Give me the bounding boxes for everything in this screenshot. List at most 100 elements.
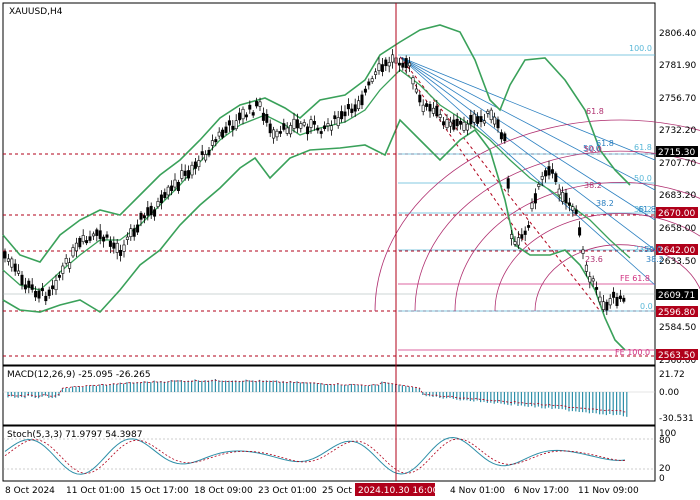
candle-body — [214, 139, 218, 143]
candle-body — [377, 63, 381, 71]
candle-body — [353, 104, 357, 112]
candle-body — [397, 62, 401, 66]
candle-body — [34, 290, 38, 298]
candle-body — [302, 122, 306, 126]
fib-fan-label: 61.8 — [596, 139, 614, 148]
stoch-main-line — [4, 436, 626, 475]
candle-body — [312, 120, 316, 125]
level-2670-label: 2670.00 — [658, 209, 695, 219]
fib-fan-label: 38.2 — [596, 199, 614, 208]
candle-body — [54, 280, 58, 291]
candle-body — [241, 108, 245, 120]
candle-body — [442, 121, 446, 126]
candle-body — [292, 118, 296, 129]
candle-body — [268, 123, 272, 134]
candle-body — [622, 297, 626, 302]
candle-body — [183, 170, 187, 176]
candle-body — [363, 88, 367, 93]
candle-body — [326, 123, 330, 127]
candle-body — [105, 234, 109, 238]
candle-body — [544, 170, 548, 177]
candle-body — [503, 133, 507, 142]
level-2715-label: 2715.30 — [658, 148, 695, 158]
macd-tick: -30.531 — [659, 414, 694, 424]
candle-body — [190, 164, 194, 176]
candle-body — [601, 301, 605, 310]
candle-body — [221, 129, 225, 138]
candle-body — [414, 88, 418, 93]
candle-body — [180, 170, 184, 179]
candle-body — [210, 140, 214, 146]
price-tick: 2781.90 — [659, 61, 696, 71]
candle-body — [193, 161, 197, 169]
candle-body — [112, 242, 116, 249]
candle-body — [557, 188, 561, 196]
candle-body — [323, 125, 327, 130]
candle-body — [615, 296, 619, 306]
candle-body — [588, 276, 592, 283]
macd-pane[interactable] — [2, 365, 656, 426]
main-pane[interactable] — [2, 2, 656, 366]
candle-body — [119, 249, 123, 256]
arc-5 — [534, 244, 700, 312]
fib-arc-label: 23.6 — [585, 255, 603, 264]
fib-fan-label: 38.2 — [646, 255, 664, 264]
candle-body — [333, 115, 337, 120]
candle-body — [40, 288, 44, 292]
level-2596-tag — [656, 306, 698, 317]
candle-body — [261, 112, 265, 121]
candle-body — [30, 284, 34, 290]
candle-body — [574, 209, 578, 214]
candle-body — [486, 110, 490, 114]
candle-body — [173, 179, 177, 188]
candle-body — [258, 101, 262, 107]
candle-body — [605, 301, 609, 311]
fib-ret-label: 23.6 — [634, 245, 652, 254]
level-2563-tag — [656, 349, 698, 360]
candle-body — [51, 285, 55, 290]
candle-body — [435, 105, 439, 117]
candle-body — [227, 120, 231, 126]
candle-body — [564, 192, 568, 204]
candle-body — [37, 290, 41, 299]
candle-body — [163, 192, 167, 198]
candle-body — [129, 228, 133, 238]
candle-body — [578, 227, 582, 236]
macd-signal-line — [7, 379, 627, 413]
arc-4 — [494, 213, 700, 312]
candle-body — [612, 291, 616, 298]
candle-body — [360, 94, 364, 106]
time-label: 11 Nov 09:00 — [578, 486, 639, 496]
level-2609-tag — [656, 289, 698, 300]
time-label: 4 Nov 01:00 — [450, 486, 505, 496]
candle-body — [482, 120, 486, 124]
candle-body — [68, 262, 72, 269]
level-2563-label: 2563.50 — [658, 351, 695, 361]
candle-body — [510, 234, 514, 239]
candle-body — [306, 126, 310, 135]
candle-body — [47, 289, 51, 296]
bollinger-upper — [2, 24, 631, 263]
fib-arc-labels: 61.8 50.0 38.2 23.6 — [584, 107, 604, 264]
level-2715-tag — [656, 146, 698, 157]
candle-body — [357, 100, 361, 110]
fib-ret-label: 0.0 — [640, 302, 653, 311]
candle-body — [44, 295, 48, 302]
candle-body — [472, 113, 476, 123]
candle-body — [608, 298, 612, 306]
candle-body — [547, 166, 551, 176]
candle-body — [428, 104, 432, 112]
candle-body — [3, 251, 7, 259]
candle-body — [23, 284, 27, 290]
fib-fan-labels: 61.8 50.0 38.2 61.8 50.0 38.2 — [583, 139, 664, 264]
candle-body — [98, 230, 102, 239]
candle-body — [425, 103, 429, 107]
price-tick: 2732.20 — [659, 126, 696, 136]
candle-body — [255, 101, 259, 107]
time-label: 18 Oct 09:00 — [194, 486, 253, 496]
macd-title: MACD(12,26,9) -25.095 -26.265 — [7, 370, 151, 380]
candle-body — [584, 264, 588, 272]
candle-body — [561, 192, 565, 202]
candle-body — [6, 258, 10, 262]
